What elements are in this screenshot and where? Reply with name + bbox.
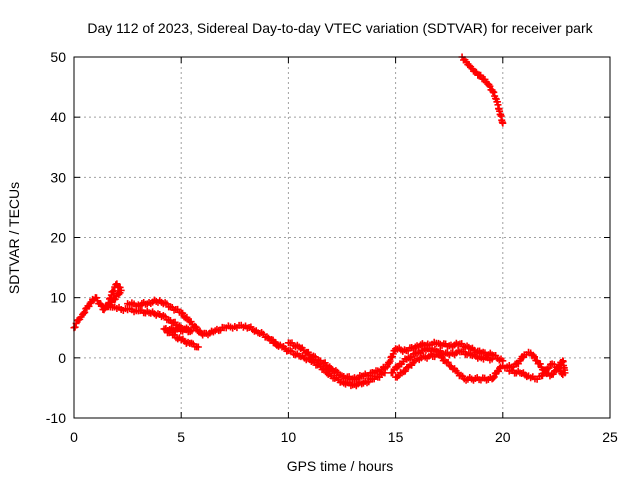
data-point (559, 371, 567, 379)
data-point (263, 333, 271, 341)
y-tick-label: 30 (50, 169, 66, 185)
data-point (192, 323, 200, 331)
data-point (490, 373, 498, 381)
data-point (490, 88, 498, 96)
data-point (545, 364, 553, 372)
data-point (81, 308, 89, 316)
data-layer (70, 53, 569, 390)
data-point (179, 309, 187, 317)
data-point (477, 71, 485, 79)
data-point (558, 370, 566, 378)
x-axis-label: GPS time / hours (287, 458, 394, 474)
y-tick-label: 10 (50, 290, 66, 306)
data-point (71, 323, 79, 331)
y-axis-label: SDTVAR / TECUs (6, 182, 22, 294)
data-point (556, 364, 564, 372)
x-tick-label: 15 (388, 429, 404, 445)
data-point (489, 374, 497, 382)
data-point (191, 322, 199, 330)
data-point (112, 292, 120, 300)
series-lower-track (70, 280, 569, 390)
data-point (486, 82, 494, 90)
x-tick-label: 5 (177, 429, 185, 445)
data-point (438, 353, 446, 361)
data-point (536, 360, 544, 368)
y-tick-label: 20 (50, 230, 66, 246)
data-point (555, 363, 563, 371)
x-tick-label: 25 (602, 429, 618, 445)
y-tick-label: -10 (46, 410, 66, 426)
x-tick-label: 10 (281, 429, 297, 445)
data-point (389, 369, 397, 377)
x-tick-label: 20 (495, 429, 511, 445)
data-point (499, 119, 507, 127)
data-point (401, 367, 409, 375)
data-point (110, 287, 118, 295)
grid-layer (74, 57, 610, 418)
chart-title: Day 112 of 2023, Sidereal Day-to-day VTE… (87, 20, 593, 36)
y-tick-label: 0 (58, 350, 66, 366)
series-upper-track (458, 53, 507, 127)
data-point (488, 355, 496, 363)
y-tick-label: 40 (50, 109, 66, 125)
x-tick-label: 0 (70, 429, 78, 445)
data-point (194, 343, 202, 351)
y-tick-label: 50 (50, 49, 66, 65)
data-point (80, 309, 88, 317)
data-point (531, 353, 539, 361)
